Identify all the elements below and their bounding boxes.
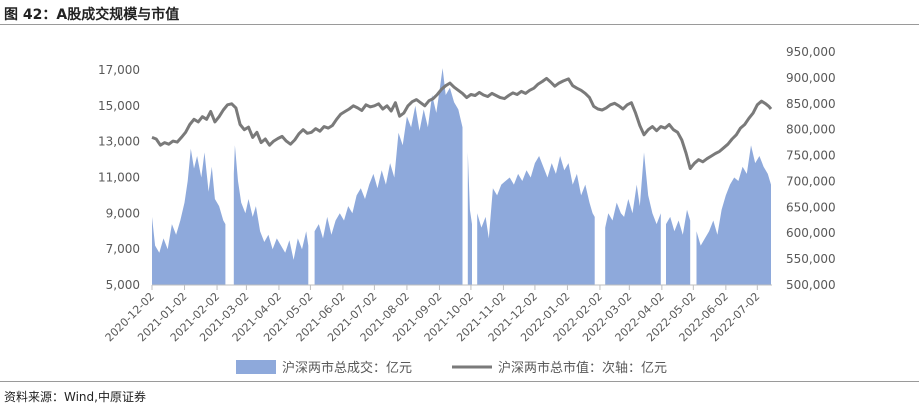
source-note: 资料来源：Wind,中原证券 [4, 390, 146, 404]
legend-label-marketcap: 沪深两市总市值：次轴：亿元 [498, 360, 667, 376]
y-left-tick-label-2: 9,000 [106, 206, 140, 220]
y-left-tick-label-3: 11,000 [98, 170, 140, 184]
volume-area-segment-5 [605, 152, 661, 285]
y-right-tick-label-3: 650,000 [786, 200, 836, 214]
volume-area-segment-0 [152, 148, 226, 285]
y-right-tick-label-9: 950,000 [786, 45, 836, 59]
chart: 5,000 7,000 9,000 11,000 13,000 15,000 17,000 5… [98, 45, 836, 376]
volume-area-segment-7 [696, 145, 771, 285]
volume-area-segment-3 [467, 152, 472, 285]
y-right-tick-label-8: 900,000 [786, 71, 836, 85]
legend-swatch-volume [236, 360, 276, 374]
volume-area-segment-2 [314, 68, 463, 285]
volume-area-layer [152, 68, 771, 285]
bottom-rule [0, 381, 919, 382]
top-rule [0, 24, 919, 25]
y-right-tick-label-5: 750,000 [786, 149, 836, 163]
legend-label-volume: 沪深两市总成交：亿元 [282, 360, 412, 376]
volume-area-segment-6 [666, 209, 691, 285]
marketcap-line [151, 76, 773, 170]
volume-area-segment-1 [233, 145, 309, 285]
y-right-tick-label-6: 800,000 [786, 123, 836, 137]
y-left-tick-label-1: 7,000 [106, 242, 140, 256]
y-left-tick-label-6: 17,000 [98, 63, 140, 77]
y-left-tick-label-0: 5,000 [106, 278, 140, 292]
y-right-tick-label-1: 550,000 [786, 252, 836, 266]
legend: 沪深两市总成交：亿元 沪深两市总市值：次轴：亿元 [236, 360, 667, 376]
y-right-tick-label-0: 500,000 [786, 278, 836, 292]
y-right-tick-label-4: 700,000 [786, 174, 836, 188]
y-left-tick-label-4: 13,000 [98, 135, 140, 149]
figure-title: 图 42：A股成交规模与市值 [4, 7, 180, 23]
y-right-tick-label-2: 600,000 [786, 226, 836, 240]
marketcap-line-layer [151, 76, 773, 170]
y-right-tick-label-7: 850,000 [786, 97, 836, 111]
volume-area-segment-4 [477, 156, 595, 285]
y-left-tick-label-5: 15,000 [98, 99, 140, 113]
